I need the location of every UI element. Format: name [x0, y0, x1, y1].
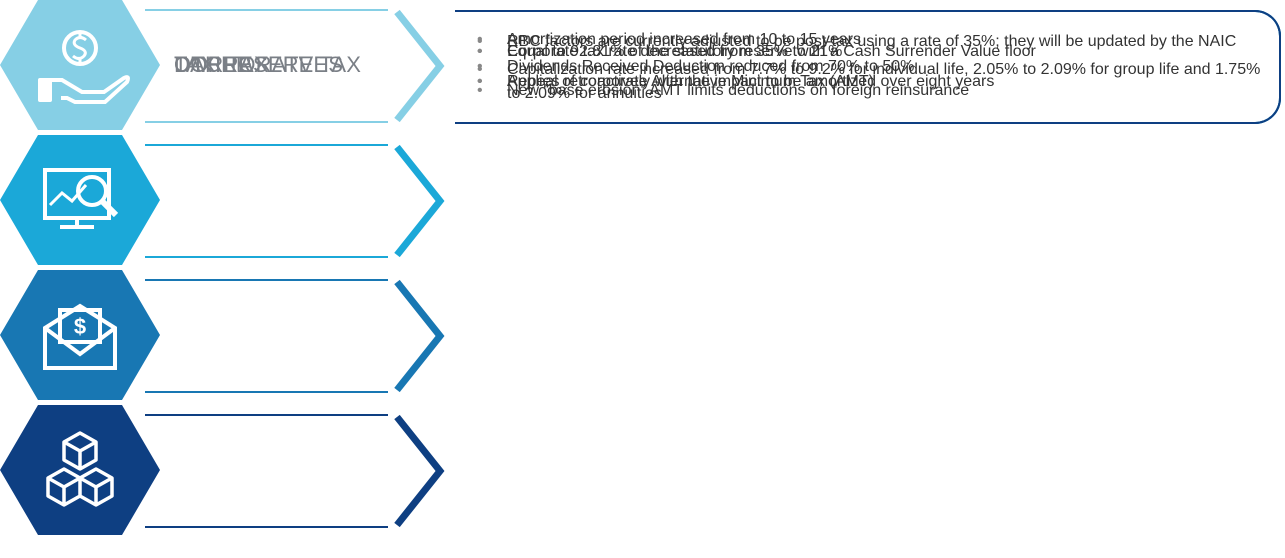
- row-title: TAX RESERVES: [174, 52, 344, 77]
- chevron: [394, 9, 445, 123]
- row: $DAC TAXAmortization period increased fr…: [0, 10, 1285, 405]
- chevron: [394, 144, 445, 258]
- bullet-box: RBC factors are currently adjusted to be…: [455, 10, 1281, 124]
- row-title: OTHER: [174, 52, 252, 77]
- chevron: [394, 414, 445, 528]
- icon: [46, 431, 114, 507]
- svg-text:$: $: [74, 314, 86, 339]
- row-graphics: $: [0, 270, 445, 400]
- icon: [38, 30, 130, 104]
- bullet: RBC factors are currently adjusted to be…: [477, 30, 1277, 55]
- row: OTHER RBC factors are currently adjusted …: [0, 10, 1285, 540]
- row-graphics: [0, 405, 445, 535]
- row-graphics: [0, 0, 445, 130]
- row: TAX RESERVESEqual to 92.81% of the statu…: [0, 10, 1285, 270]
- bullet-list: RBC factors are currently adjusted to be…: [455, 30, 1277, 104]
- bullet: New “base erosion” AMT limits deductions…: [477, 79, 1277, 104]
- bullet: Dividends Received Deduction reduced fro…: [477, 55, 1277, 80]
- icon: $: [43, 303, 117, 370]
- row-title: DAC TAX: [174, 52, 269, 77]
- chevron: [394, 279, 445, 393]
- row-graphics: [0, 135, 445, 265]
- hexagon: [0, 270, 160, 400]
- row-title: CORPORATE TAX: [174, 52, 362, 77]
- icon: [43, 168, 119, 229]
